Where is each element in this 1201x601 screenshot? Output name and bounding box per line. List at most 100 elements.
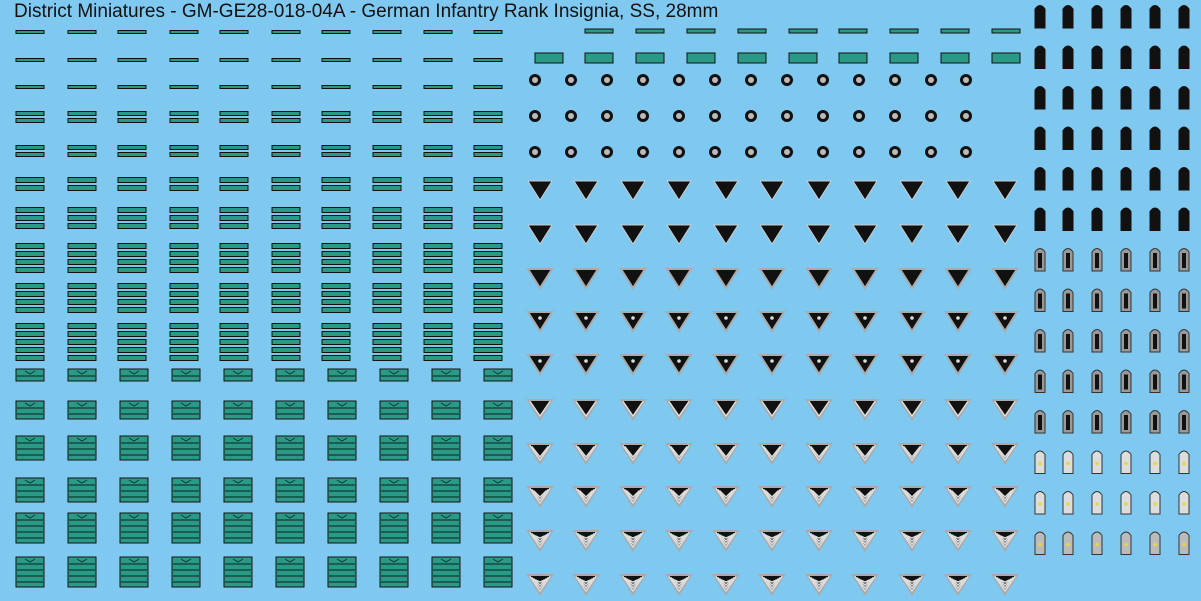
stripe bbox=[423, 339, 453, 345]
stripe bbox=[321, 355, 351, 361]
stripe bbox=[219, 251, 249, 257]
chevron bbox=[899, 224, 925, 245]
patch-emblem bbox=[128, 479, 140, 484]
chevron-stripe bbox=[717, 445, 735, 459]
stripe bbox=[737, 28, 767, 34]
stripe bbox=[15, 323, 45, 329]
stripe bbox=[423, 215, 453, 221]
stripe bbox=[473, 259, 503, 265]
patch-emblem bbox=[440, 437, 452, 442]
chevron-stripe bbox=[670, 488, 688, 502]
chevron bbox=[851, 399, 879, 421]
stripe bbox=[473, 58, 503, 62]
chevron-stripe bbox=[810, 488, 828, 502]
stripe bbox=[271, 355, 301, 361]
chevron-stripe bbox=[763, 445, 781, 459]
shoulder-board bbox=[1034, 5, 1046, 29]
stripe bbox=[67, 267, 97, 273]
stripe bbox=[117, 291, 147, 297]
patch-emblem bbox=[336, 437, 348, 442]
stripe bbox=[423, 267, 453, 273]
chevron-stripe bbox=[534, 579, 546, 583]
shoulder-board bbox=[1034, 86, 1046, 110]
patch-emblem bbox=[232, 437, 244, 442]
chevron bbox=[665, 399, 693, 421]
patch-emblem bbox=[180, 437, 192, 442]
stripe bbox=[169, 299, 199, 305]
chevron bbox=[898, 354, 926, 376]
patch-emblem bbox=[284, 402, 296, 407]
chevron-stripe bbox=[668, 531, 690, 549]
chevron-stripe bbox=[529, 487, 551, 505]
patch-emblem bbox=[232, 402, 244, 407]
stripe bbox=[271, 58, 301, 62]
stripe bbox=[271, 331, 301, 337]
roundel-center bbox=[784, 149, 790, 155]
chevron-stripe bbox=[813, 579, 825, 583]
stripe bbox=[117, 145, 147, 150]
chevron-stripe bbox=[717, 532, 735, 546]
patch bbox=[15, 435, 45, 461]
stripe bbox=[635, 28, 665, 34]
chevron-pip bbox=[724, 359, 728, 363]
chevron-stripe bbox=[857, 490, 873, 499]
stripe bbox=[169, 259, 199, 265]
patch-emblem bbox=[128, 370, 140, 375]
chevron bbox=[758, 268, 786, 290]
stripe bbox=[473, 207, 503, 213]
chevron bbox=[620, 180, 646, 201]
chevron bbox=[526, 354, 554, 376]
chevron-stripe bbox=[950, 490, 966, 499]
chevron-stripe bbox=[622, 575, 644, 593]
chevron-stripe bbox=[580, 579, 592, 583]
chevron-stripe bbox=[810, 576, 828, 590]
patch bbox=[431, 400, 461, 420]
stripe bbox=[473, 118, 503, 123]
chevron-stripe bbox=[999, 579, 1011, 583]
stripe bbox=[321, 145, 351, 150]
chevron-stripe bbox=[622, 531, 644, 549]
chevron-stripe bbox=[531, 445, 549, 459]
stripe bbox=[372, 30, 402, 34]
chevron-stripe bbox=[624, 532, 642, 546]
stripe bbox=[372, 207, 402, 213]
stripe bbox=[117, 177, 147, 183]
chevron-stripe bbox=[901, 531, 923, 549]
chevron-stripe bbox=[668, 444, 690, 462]
stripe bbox=[169, 207, 199, 213]
chevron bbox=[992, 180, 1018, 201]
stripe bbox=[372, 283, 402, 289]
chevron-stripe bbox=[854, 531, 876, 549]
shoulder-board bbox=[1149, 5, 1161, 29]
stripe bbox=[423, 283, 453, 289]
patch bbox=[327, 477, 357, 503]
patch-emblem bbox=[24, 479, 36, 484]
chevron-stripe bbox=[947, 531, 969, 549]
stripe bbox=[271, 259, 301, 265]
patch-emblem bbox=[440, 514, 452, 519]
stripe bbox=[788, 52, 818, 64]
shoulder-board bbox=[1091, 167, 1103, 191]
stripe bbox=[117, 299, 147, 305]
shoulder-board bbox=[1091, 5, 1103, 29]
stripe bbox=[169, 145, 199, 150]
stripe bbox=[15, 347, 45, 353]
stripe bbox=[372, 323, 402, 329]
shoulder-board bbox=[1149, 207, 1161, 231]
chevron-stripe bbox=[994, 400, 1016, 418]
stripe bbox=[584, 28, 614, 34]
stripe bbox=[372, 145, 402, 150]
patch-emblem bbox=[180, 370, 192, 375]
stripe bbox=[423, 307, 453, 313]
chevron-stripe bbox=[903, 445, 921, 459]
board-center bbox=[1153, 293, 1157, 309]
stripe bbox=[169, 243, 199, 249]
stripe bbox=[117, 267, 147, 273]
board-center bbox=[1124, 253, 1128, 268]
stripe bbox=[219, 355, 249, 361]
stripe bbox=[372, 215, 402, 221]
roundel-center bbox=[748, 77, 754, 83]
shoulder-board bbox=[1034, 167, 1046, 191]
board-center bbox=[1182, 253, 1186, 268]
shoulder-board bbox=[1149, 167, 1161, 191]
